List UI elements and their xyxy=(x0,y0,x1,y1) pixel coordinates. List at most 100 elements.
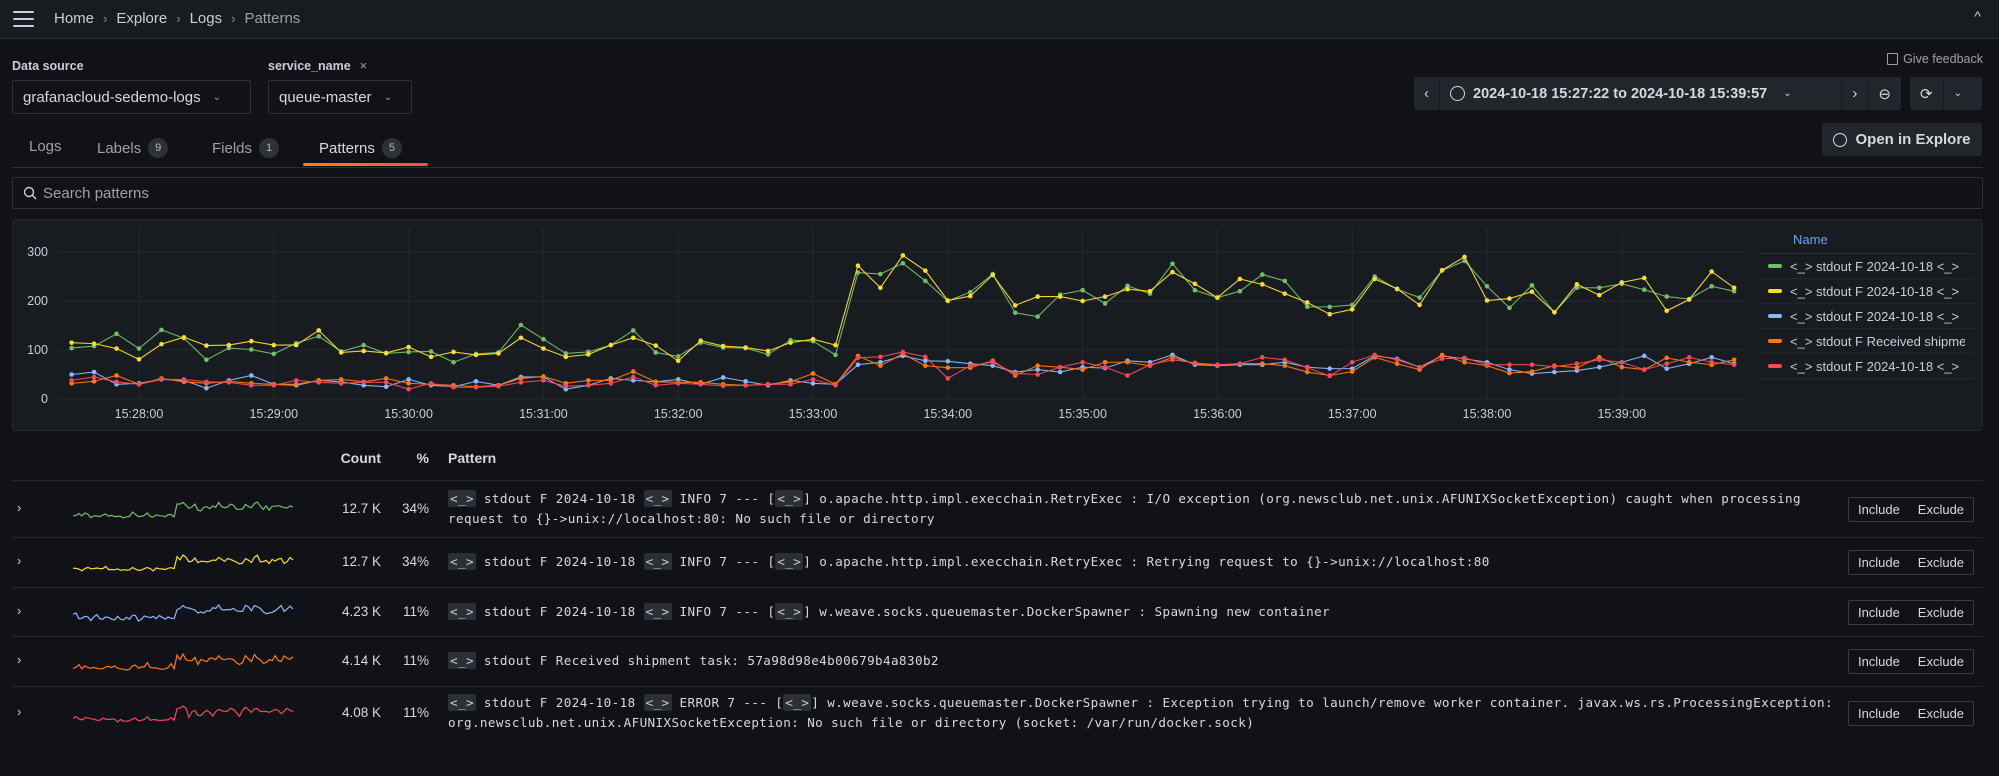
legend-swatch xyxy=(1768,289,1782,293)
data-point xyxy=(1731,362,1737,368)
compass-icon xyxy=(1833,132,1848,147)
data-point xyxy=(249,373,254,378)
pattern-count: 4.14 K xyxy=(341,653,381,668)
remove-filter-icon[interactable]: × xyxy=(359,59,368,73)
include-button[interactable]: Include xyxy=(1857,555,1900,570)
data-point xyxy=(990,272,996,278)
data-point xyxy=(1192,287,1198,293)
legend-header[interactable]: Name xyxy=(1760,228,1975,254)
zoom-out-button[interactable]: ⊖ xyxy=(1868,77,1901,110)
data-point xyxy=(720,375,726,380)
breadcrumb-patterns: Patterns xyxy=(244,10,301,27)
breadcrumb-explore[interactable]: Explore xyxy=(116,10,168,27)
y-tick-label: 200 xyxy=(27,294,48,308)
tab-labels[interactable]: Labels 9 xyxy=(97,138,169,158)
data-point xyxy=(1619,364,1625,370)
include-exclude-group: Include Exclude xyxy=(1848,496,1974,522)
data-point xyxy=(1147,362,1153,368)
data-point xyxy=(878,363,883,368)
data-point xyxy=(1080,287,1085,293)
datasource-label: Data source xyxy=(12,59,84,73)
refresh-interval-dropdown[interactable]: ⌄ xyxy=(1953,88,1962,99)
breadcrumb-logs[interactable]: Logs xyxy=(189,10,223,27)
expand-row-chevron-icon[interactable]: › xyxy=(17,553,22,568)
exclude-button[interactable]: Exclude xyxy=(1917,501,1965,517)
open-in-explore-button[interactable]: Open in Explore xyxy=(1822,123,1982,156)
chevron-up-icon[interactable]: ^ xyxy=(1974,8,1981,24)
tab-logs[interactable]: Logs xyxy=(29,138,62,155)
exclude-button[interactable]: Exclude xyxy=(1917,555,1965,570)
pattern-sparkline xyxy=(72,500,294,519)
refresh-button[interactable]: ⟳ xyxy=(1910,77,1944,110)
pattern-column-header[interactable]: Pattern xyxy=(448,450,497,466)
data-point xyxy=(1709,284,1714,289)
data-point xyxy=(316,333,322,339)
data-point xyxy=(1327,311,1333,317)
percent-column-header[interactable]: % xyxy=(416,450,429,466)
tab-fields[interactable]: Fields 1 xyxy=(212,138,280,158)
patterns-chart[interactable]: 0 100 200 300 15:28:00 15:29:00 15:30:00 15:31:… xyxy=(0,0,1999,440)
expand-row-chevron-icon[interactable]: › xyxy=(17,704,22,719)
time-range-button[interactable]: 2024-10-18 15:27:22 to 2024-10-18 15:39:… xyxy=(1440,77,1843,110)
legend-item[interactable]: <_> stdout F 2024-10-18 <_> xyxy=(1760,354,1975,379)
data-point xyxy=(293,382,299,387)
data-point xyxy=(428,349,434,354)
data-point xyxy=(1507,305,1512,311)
datasource-value: grafanacloud-sedemo-logs xyxy=(23,88,201,106)
search-patterns-input[interactable] xyxy=(43,184,1943,202)
data-point xyxy=(1574,282,1580,287)
top-bar: Home › Explore › Logs › Patterns ^ xyxy=(0,0,1999,39)
data-point xyxy=(967,293,973,299)
service-name-select[interactable]: queue-master ⌄ xyxy=(268,80,412,114)
x-tick-label: 15:37:00 xyxy=(1328,407,1377,421)
legend-item[interactable]: <_> stdout F 2024-10-18 <_> xyxy=(1760,304,1975,329)
data-point xyxy=(653,379,659,385)
legend-item[interactable]: <_> stdout F 2024-10-18 <_> xyxy=(1760,279,1975,304)
include-button[interactable]: Include xyxy=(1857,706,1900,721)
exclude-button[interactable]: Exclude xyxy=(1917,654,1965,669)
data-point xyxy=(945,376,951,381)
data-point xyxy=(563,354,569,360)
give-feedback-link[interactable]: Give feedback xyxy=(1887,52,1983,66)
data-point xyxy=(541,346,546,351)
data-point xyxy=(383,350,389,356)
data-point xyxy=(1170,357,1175,363)
data-point xyxy=(451,384,456,390)
service-name-value: queue-master xyxy=(279,88,372,106)
include-button[interactable]: Include xyxy=(1857,604,1900,620)
chevron-right-icon: › xyxy=(103,11,108,26)
data-point xyxy=(945,358,951,364)
data-point xyxy=(226,342,232,348)
tab-patterns[interactable]: Patterns 5 xyxy=(319,138,402,158)
datasource-select[interactable]: grafanacloud-sedemo-logs ⌄ xyxy=(12,80,251,114)
data-point xyxy=(1237,288,1243,294)
expand-row-chevron-icon[interactable]: › xyxy=(17,652,22,667)
legend-item[interactable]: <_> stdout F 2024-10-18 <_> xyxy=(1760,254,1975,279)
data-point xyxy=(1237,361,1243,367)
time-shift-forward-button[interactable]: › xyxy=(1842,77,1869,110)
data-point xyxy=(608,381,614,386)
search-patterns-field[interactable] xyxy=(12,177,1983,209)
x-tick-label: 15:29:00 xyxy=(249,407,298,421)
data-point xyxy=(1372,276,1377,282)
legend-item[interactable]: <_> stdout F Received shipment task: 57a… xyxy=(1760,329,1975,354)
exclude-button[interactable]: Exclude xyxy=(1917,604,1965,620)
hamburger-icon[interactable] xyxy=(13,11,34,27)
data-point xyxy=(1552,309,1557,315)
breadcrumb-home[interactable]: Home xyxy=(54,10,95,27)
data-point xyxy=(833,352,838,358)
time-shift-back-button[interactable]: ‹ xyxy=(1414,77,1440,110)
pattern-token: <_> xyxy=(448,553,476,570)
include-button[interactable]: Include xyxy=(1857,654,1900,669)
data-point xyxy=(1597,364,1602,370)
include-button[interactable]: Include xyxy=(1857,501,1900,517)
exclude-button[interactable]: Exclude xyxy=(1917,706,1965,721)
expand-row-chevron-icon[interactable]: › xyxy=(17,602,22,618)
data-point xyxy=(383,376,389,381)
count-column-header[interactable]: Count xyxy=(340,450,381,466)
data-point xyxy=(833,382,838,388)
data-point xyxy=(675,358,681,364)
expand-row-chevron-icon[interactable]: › xyxy=(17,499,22,515)
data-point xyxy=(271,382,277,388)
pattern-text: <_> stdout F 2024-10-18 <_> INFO 7 --- [… xyxy=(448,553,1490,570)
